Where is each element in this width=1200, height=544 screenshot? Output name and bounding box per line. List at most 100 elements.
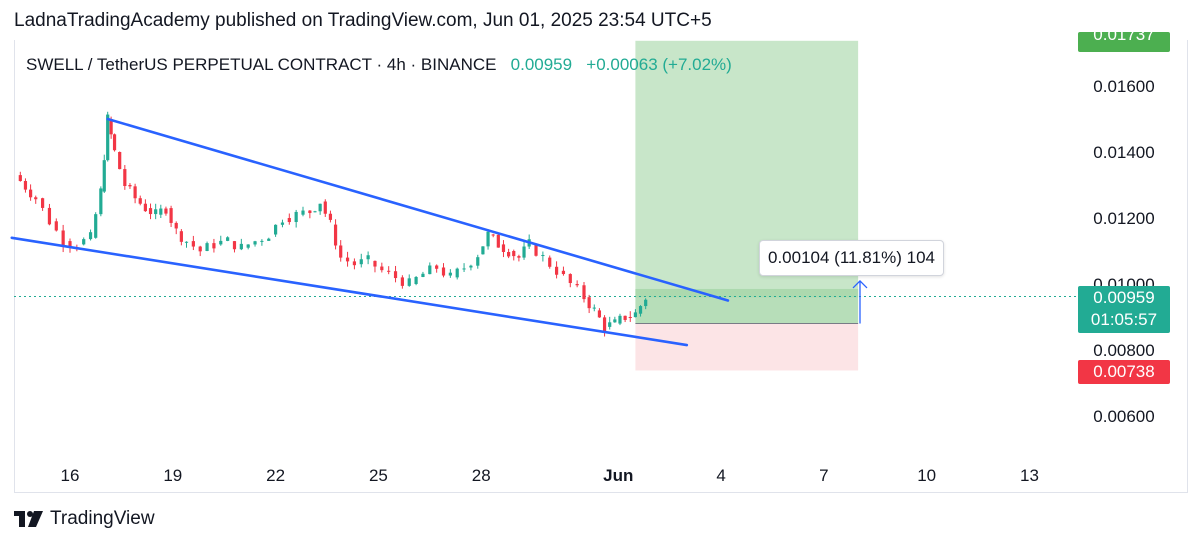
x-tick-label: Jun xyxy=(603,466,633,485)
candle-body xyxy=(253,241,257,245)
y-tick-label: 0.00600 xyxy=(1093,407,1154,426)
candle-body xyxy=(123,169,127,187)
candle-body xyxy=(99,188,103,215)
y-tick-label: 0.00800 xyxy=(1093,341,1154,360)
candle-body xyxy=(400,277,404,286)
candle-body xyxy=(613,319,617,323)
candle-body xyxy=(94,214,98,238)
y-tick-label: 0.01600 xyxy=(1093,77,1154,96)
candle-body xyxy=(109,119,113,135)
candle-body xyxy=(102,160,106,192)
x-tick-label: 22 xyxy=(266,466,285,485)
y-tick-label: 0.01200 xyxy=(1093,209,1154,228)
candle-body xyxy=(174,222,178,229)
candle-body xyxy=(47,207,52,225)
candle-body xyxy=(169,208,173,223)
symbol-change: +0.00063 (+7.02%) xyxy=(586,55,732,74)
x-tick-label: 7 xyxy=(819,466,828,485)
stop-price-tag: 0.00738 xyxy=(1078,360,1170,384)
candle-body xyxy=(608,322,612,327)
candle-body xyxy=(179,231,183,242)
candle-body xyxy=(339,245,343,258)
publisher-header: LadnaTradingAcademy published on Trading… xyxy=(14,10,712,31)
candle-body xyxy=(54,221,58,231)
candle-body xyxy=(287,218,291,223)
candle-body xyxy=(352,261,357,266)
x-tick-label: 19 xyxy=(163,466,182,485)
candle-body xyxy=(633,312,637,318)
candle-body xyxy=(597,310,602,318)
candle-body xyxy=(34,197,38,200)
candle-body xyxy=(18,175,22,181)
candle-body xyxy=(623,315,627,320)
candle-body xyxy=(393,271,398,279)
tradingview-logo-icon xyxy=(14,511,43,527)
candle-body xyxy=(301,210,305,215)
candle-body xyxy=(421,273,425,278)
candle-body xyxy=(501,244,506,253)
target-price-tag: 0.01737 xyxy=(1078,32,1170,52)
candle-body xyxy=(313,211,317,213)
candle-body xyxy=(462,268,466,270)
candle-body xyxy=(154,209,158,215)
candle-body xyxy=(469,265,473,268)
candle-body xyxy=(522,246,526,258)
candle-body xyxy=(441,267,446,276)
candle-body xyxy=(232,241,237,250)
candle-body xyxy=(407,278,411,286)
x-tick-label: 25 xyxy=(369,466,388,485)
candle-body xyxy=(308,210,312,214)
measure-arrowhead-icon xyxy=(852,280,868,289)
trendline-upper[interactable] xyxy=(106,117,730,302)
tradingview-brand: TradingView xyxy=(50,508,155,529)
candle-body xyxy=(112,134,117,151)
candle-body xyxy=(323,201,327,214)
candle-body xyxy=(128,185,132,187)
candle-body xyxy=(246,244,250,248)
candle-body xyxy=(366,255,370,260)
measure-label: 0.00104 (11.81%) 104 xyxy=(759,240,944,276)
loss-zone xyxy=(635,323,859,371)
current-price-value: 0.00959 xyxy=(1093,288,1155,307)
candle-body xyxy=(40,198,45,208)
bar-countdown: 01:05:57 xyxy=(1090,310,1158,329)
candle-body xyxy=(414,277,418,284)
symbol-title: SWELL / TetherUS PERPETUAL CONTRACT · 4h… xyxy=(26,55,497,74)
candle-body xyxy=(587,297,591,309)
trendline-lower[interactable] xyxy=(10,236,689,347)
candle-body xyxy=(455,268,459,278)
symbol-price: 0.00959 xyxy=(510,55,573,74)
candle-body xyxy=(106,114,110,161)
x-tick-label: 28 xyxy=(472,466,491,485)
filled-profit-zone xyxy=(635,288,859,324)
candle-body xyxy=(548,257,552,267)
current-price-tag: 0.00959 01:05:57 xyxy=(1078,286,1170,333)
y-tick-label: 0.01400 xyxy=(1093,143,1154,162)
x-tick-label: 16 xyxy=(61,466,80,485)
candle-body xyxy=(68,241,72,248)
candle-body xyxy=(28,189,33,198)
chart-frame[interactable] xyxy=(14,40,1188,493)
candle-body xyxy=(387,270,391,272)
candle-body xyxy=(318,203,322,212)
candle-body xyxy=(345,257,350,262)
tradingview-footer[interactable]: TradingView xyxy=(14,508,155,530)
candle-body xyxy=(184,241,189,243)
candle-body xyxy=(496,234,500,248)
candle-body xyxy=(448,272,452,276)
candle-body xyxy=(267,238,271,241)
candle-body xyxy=(159,208,163,215)
candle-body xyxy=(118,152,122,170)
candle-body xyxy=(592,307,596,309)
candle-body xyxy=(628,317,632,318)
candle-body xyxy=(476,257,480,266)
candle-body xyxy=(582,285,586,300)
candle-body xyxy=(575,284,579,286)
x-tick-label: 10 xyxy=(917,466,936,485)
candle-body xyxy=(294,211,298,223)
candle-body xyxy=(541,255,545,257)
candle-body xyxy=(239,243,243,250)
candle-body xyxy=(481,246,485,255)
candle-body xyxy=(602,317,607,332)
